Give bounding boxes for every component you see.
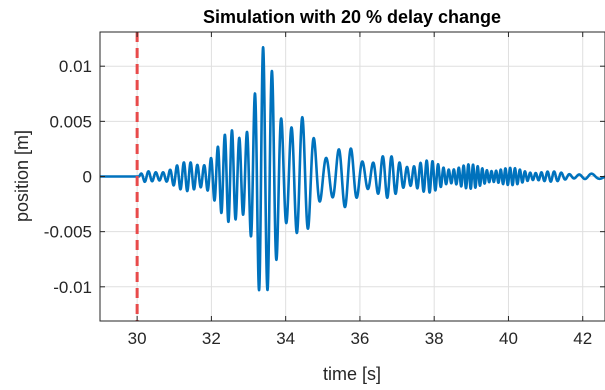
x-tick-labels: 30 32 34 36 38 40 42: [128, 329, 593, 348]
y-tick-label: 0.005: [49, 112, 92, 131]
y-tick-label: -0.005: [44, 223, 92, 242]
series-group: [98, 46, 605, 292]
signal-line: [98, 46, 605, 292]
y-tick-label: 0.01: [59, 57, 92, 76]
y-tick-label: -0.01: [53, 278, 92, 297]
x-tick-label: 38: [425, 329, 444, 348]
x-tick-label: 42: [573, 329, 592, 348]
chart-title: Simulation with 20 % delay change: [203, 7, 501, 27]
x-tick-label: 36: [350, 329, 369, 348]
y-axis-label: position [m]: [12, 130, 32, 222]
y-tick-label: 0: [83, 168, 92, 187]
x-tick-label: 30: [128, 329, 147, 348]
x-tick-label: 34: [276, 329, 295, 348]
x-axis-label: time [s]: [323, 364, 381, 384]
y-tick-labels: -0.01 -0.005 0 0.005 0.01: [44, 57, 92, 297]
x-tick-label: 32: [202, 329, 221, 348]
tick-marks: [100, 32, 605, 321]
x-tick-label: 40: [499, 329, 518, 348]
